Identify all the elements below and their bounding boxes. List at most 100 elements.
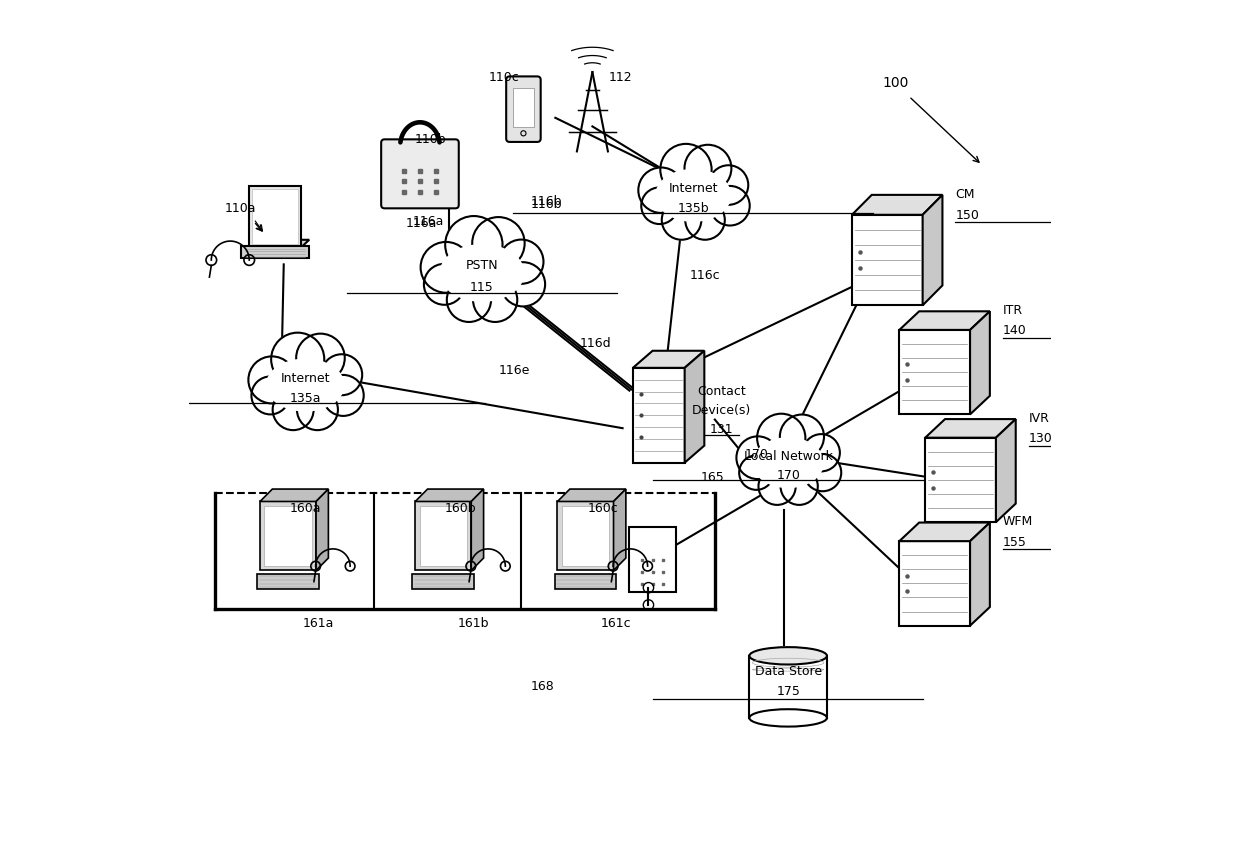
FancyBboxPatch shape <box>513 87 533 127</box>
Text: PSTN: PSTN <box>466 260 498 272</box>
Text: 116b: 116b <box>531 197 563 210</box>
Text: Contact: Contact <box>697 385 746 398</box>
Ellipse shape <box>753 438 823 488</box>
Text: 140: 140 <box>1003 324 1027 337</box>
Polygon shape <box>316 489 329 570</box>
Circle shape <box>711 186 750 226</box>
Text: 130: 130 <box>1029 432 1053 445</box>
Polygon shape <box>852 195 942 215</box>
Text: Local Network: Local Network <box>744 450 832 463</box>
Circle shape <box>272 333 324 386</box>
Circle shape <box>445 216 502 273</box>
FancyBboxPatch shape <box>252 189 298 244</box>
Circle shape <box>737 436 779 479</box>
Text: 116b: 116b <box>531 195 563 208</box>
Polygon shape <box>558 489 626 502</box>
Text: CM: CM <box>955 188 975 201</box>
FancyBboxPatch shape <box>264 506 311 567</box>
Polygon shape <box>899 311 990 330</box>
FancyBboxPatch shape <box>242 246 309 258</box>
Text: WFM: WFM <box>1003 515 1033 528</box>
Polygon shape <box>415 489 484 502</box>
Circle shape <box>758 413 805 462</box>
Text: 160b: 160b <box>445 502 476 515</box>
Circle shape <box>739 455 774 490</box>
Text: 150: 150 <box>955 208 980 221</box>
FancyBboxPatch shape <box>257 573 319 589</box>
Circle shape <box>472 278 517 322</box>
Text: 116a: 116a <box>413 215 444 227</box>
FancyBboxPatch shape <box>562 506 609 567</box>
Text: 115: 115 <box>470 280 494 293</box>
Text: 161b: 161b <box>458 618 489 631</box>
Circle shape <box>780 468 818 505</box>
FancyBboxPatch shape <box>925 438 996 522</box>
Text: 160a: 160a <box>289 502 321 515</box>
Text: 131: 131 <box>711 422 734 436</box>
Circle shape <box>684 144 732 192</box>
Ellipse shape <box>745 430 831 496</box>
Text: 175: 175 <box>776 685 800 698</box>
Circle shape <box>662 200 702 240</box>
Circle shape <box>446 278 491 322</box>
Text: 112: 112 <box>608 71 632 84</box>
Ellipse shape <box>440 245 523 301</box>
FancyBboxPatch shape <box>249 186 301 247</box>
Polygon shape <box>996 419 1016 522</box>
Ellipse shape <box>656 170 730 221</box>
Text: IVR: IVR <box>1029 412 1049 425</box>
FancyBboxPatch shape <box>899 541 970 625</box>
Text: 161c: 161c <box>600 618 631 631</box>
FancyBboxPatch shape <box>413 573 474 589</box>
Text: 168: 168 <box>531 681 554 694</box>
Circle shape <box>252 376 289 414</box>
Ellipse shape <box>430 236 533 311</box>
Polygon shape <box>970 522 990 625</box>
Circle shape <box>759 468 796 505</box>
FancyBboxPatch shape <box>558 502 614 570</box>
Text: 116e: 116e <box>500 364 531 377</box>
Circle shape <box>709 165 748 205</box>
Circle shape <box>639 168 683 213</box>
Ellipse shape <box>647 162 739 229</box>
Text: 116d: 116d <box>580 337 611 350</box>
Polygon shape <box>899 522 990 541</box>
Circle shape <box>500 240 543 284</box>
Text: 161a: 161a <box>303 618 334 631</box>
Circle shape <box>248 356 295 403</box>
Polygon shape <box>260 489 329 502</box>
Circle shape <box>322 375 363 416</box>
Text: 116c: 116c <box>689 269 719 282</box>
Circle shape <box>321 355 362 395</box>
Circle shape <box>804 454 841 491</box>
Circle shape <box>661 144 712 195</box>
Polygon shape <box>471 489 484 570</box>
Text: Internet: Internet <box>280 372 330 385</box>
FancyBboxPatch shape <box>899 330 970 414</box>
Text: 110c: 110c <box>489 71 520 84</box>
Polygon shape <box>925 419 1016 438</box>
Polygon shape <box>923 195 942 305</box>
Polygon shape <box>614 489 626 570</box>
FancyBboxPatch shape <box>419 506 467 567</box>
Text: 116a: 116a <box>405 217 438 230</box>
Text: 165: 165 <box>701 471 724 484</box>
Circle shape <box>424 264 465 304</box>
Text: Device(s): Device(s) <box>692 404 751 417</box>
Ellipse shape <box>749 647 827 664</box>
Circle shape <box>420 242 471 292</box>
Circle shape <box>501 262 546 306</box>
Ellipse shape <box>749 709 827 727</box>
Text: 135a: 135a <box>289 392 321 405</box>
Text: 135b: 135b <box>677 202 709 215</box>
FancyBboxPatch shape <box>554 573 616 589</box>
FancyBboxPatch shape <box>632 368 684 463</box>
Text: 100: 100 <box>883 76 909 90</box>
Text: 170: 170 <box>744 447 768 460</box>
Text: ITR: ITR <box>1003 304 1023 317</box>
Circle shape <box>296 389 339 430</box>
Text: 160c: 160c <box>588 502 618 515</box>
Text: 110b: 110b <box>414 133 446 146</box>
FancyBboxPatch shape <box>381 139 459 208</box>
Text: Internet: Internet <box>668 183 718 195</box>
